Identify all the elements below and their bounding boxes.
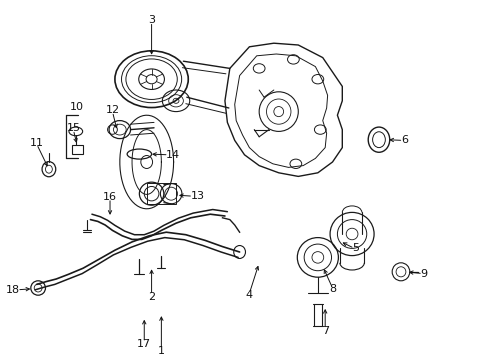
Text: 13: 13 <box>190 191 204 201</box>
Text: 9: 9 <box>420 269 427 279</box>
Bar <box>72 145 82 154</box>
Text: 8: 8 <box>328 284 335 294</box>
Text: 2: 2 <box>148 292 155 302</box>
Text: 17: 17 <box>137 339 151 349</box>
Text: 10: 10 <box>70 102 84 112</box>
Text: 18: 18 <box>5 285 20 295</box>
Text: 15: 15 <box>66 123 80 133</box>
Text: 12: 12 <box>105 105 119 115</box>
Bar <box>146 183 176 204</box>
Text: 7: 7 <box>321 326 328 336</box>
Text: 3: 3 <box>148 15 155 25</box>
Text: 16: 16 <box>103 192 117 202</box>
Text: 4: 4 <box>245 290 252 300</box>
Text: 6: 6 <box>400 135 407 145</box>
Text: 14: 14 <box>166 150 180 160</box>
Text: 1: 1 <box>158 346 164 356</box>
Text: 5: 5 <box>351 243 358 253</box>
Text: 11: 11 <box>30 138 43 148</box>
